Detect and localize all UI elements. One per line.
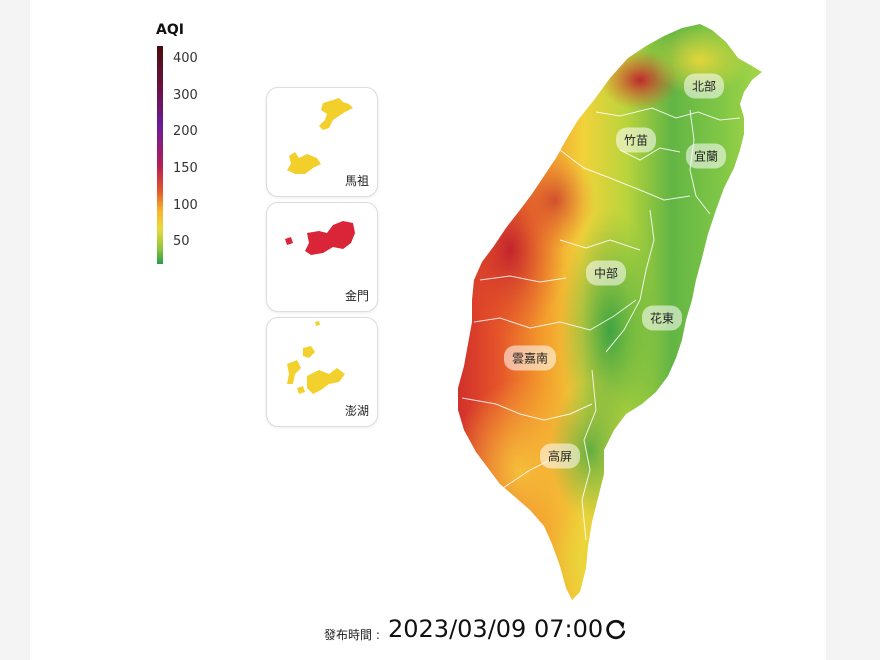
region-label-huadong[interactable]: 花東: [641, 305, 683, 331]
legend-tick-150: 150: [173, 161, 198, 176]
legend-title: AQI: [156, 22, 184, 38]
footer: 發布時間 : 2023/03/09 07:00: [0, 612, 880, 652]
publish-time-label: 發布時間 :: [324, 628, 380, 642]
kinmen-island-small: [285, 237, 293, 245]
region-label-yilan[interactable]: 宜蘭: [685, 143, 727, 169]
penghu-island-2: [287, 360, 301, 384]
inset-label-penghu: 澎湖: [344, 404, 369, 418]
matsu-island-south: [287, 152, 321, 174]
inset-kinmen[interactable]: 金門: [266, 202, 378, 312]
legend-tick-200: 200: [173, 124, 198, 139]
penghu-island-5: [315, 321, 320, 326]
legend-tick-300: 300: [173, 88, 198, 103]
legend-tick-400: 400: [173, 51, 198, 66]
legend-tick-50: 50: [173, 234, 190, 249]
region-label-central[interactable]: 中部: [585, 260, 627, 286]
inset-penghu[interactable]: 澎湖: [266, 317, 378, 427]
region-label-north[interactable]: 北部: [683, 73, 725, 99]
publish-time-value: 2023/03/09 07:00: [388, 615, 604, 643]
matsu-island-north: [319, 98, 353, 130]
region-label-gaoping[interactable]: 高屏: [539, 443, 581, 469]
penghu-island-1: [303, 346, 315, 358]
map-card: [30, 0, 826, 660]
aqi-color-scale: [157, 46, 163, 264]
region-label-zhumiao[interactable]: 竹苗: [615, 127, 657, 153]
kinmen-island-main: [305, 221, 355, 255]
region-label-yunjianan[interactable]: 雲嘉南: [503, 345, 557, 371]
inset-matsu[interactable]: 馬祖: [266, 87, 378, 197]
inset-label-kinmen: 金門: [344, 289, 369, 303]
penghu-island-4: [297, 386, 305, 394]
penghu-island-3: [307, 368, 345, 394]
inset-label-matsu: 馬祖: [344, 174, 369, 188]
refresh-icon[interactable]: [605, 619, 627, 641]
legend-tick-100: 100: [173, 198, 198, 213]
